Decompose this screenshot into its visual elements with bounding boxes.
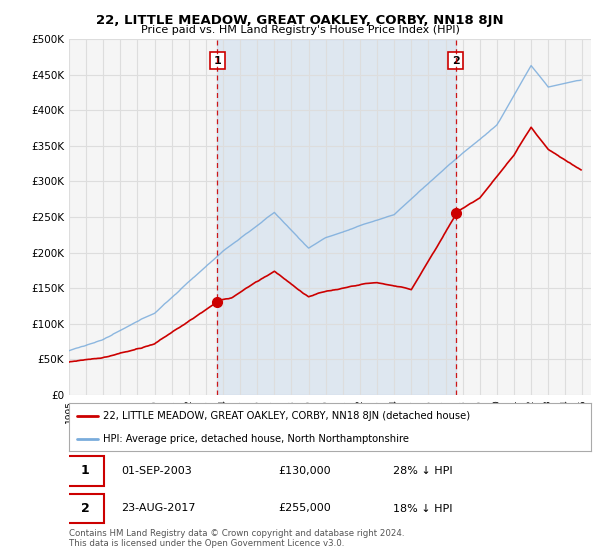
Text: 2: 2: [452, 55, 460, 66]
FancyBboxPatch shape: [67, 493, 104, 524]
Text: £130,000: £130,000: [278, 466, 331, 476]
Text: Contains HM Land Registry data © Crown copyright and database right 2024.
This d: Contains HM Land Registry data © Crown c…: [69, 529, 404, 548]
Text: 23-AUG-2017: 23-AUG-2017: [121, 503, 196, 514]
Text: Price paid vs. HM Land Registry's House Price Index (HPI): Price paid vs. HM Land Registry's House …: [140, 25, 460, 35]
Text: 2: 2: [81, 502, 89, 515]
Text: 1: 1: [214, 55, 221, 66]
Text: 22, LITTLE MEADOW, GREAT OAKLEY, CORBY, NN18 8JN: 22, LITTLE MEADOW, GREAT OAKLEY, CORBY, …: [96, 14, 504, 27]
Text: 28% ↓ HPI: 28% ↓ HPI: [392, 466, 452, 476]
Text: 01-SEP-2003: 01-SEP-2003: [121, 466, 192, 476]
Text: 1: 1: [81, 464, 89, 478]
FancyBboxPatch shape: [67, 456, 104, 486]
Text: 22, LITTLE MEADOW, GREAT OAKLEY, CORBY, NN18 8JN (detached house): 22, LITTLE MEADOW, GREAT OAKLEY, CORBY, …: [103, 411, 470, 421]
Text: HPI: Average price, detached house, North Northamptonshire: HPI: Average price, detached house, Nort…: [103, 434, 409, 444]
Bar: [217, 39, 455, 395]
Text: £255,000: £255,000: [278, 503, 331, 514]
Text: 18% ↓ HPI: 18% ↓ HPI: [392, 503, 452, 514]
